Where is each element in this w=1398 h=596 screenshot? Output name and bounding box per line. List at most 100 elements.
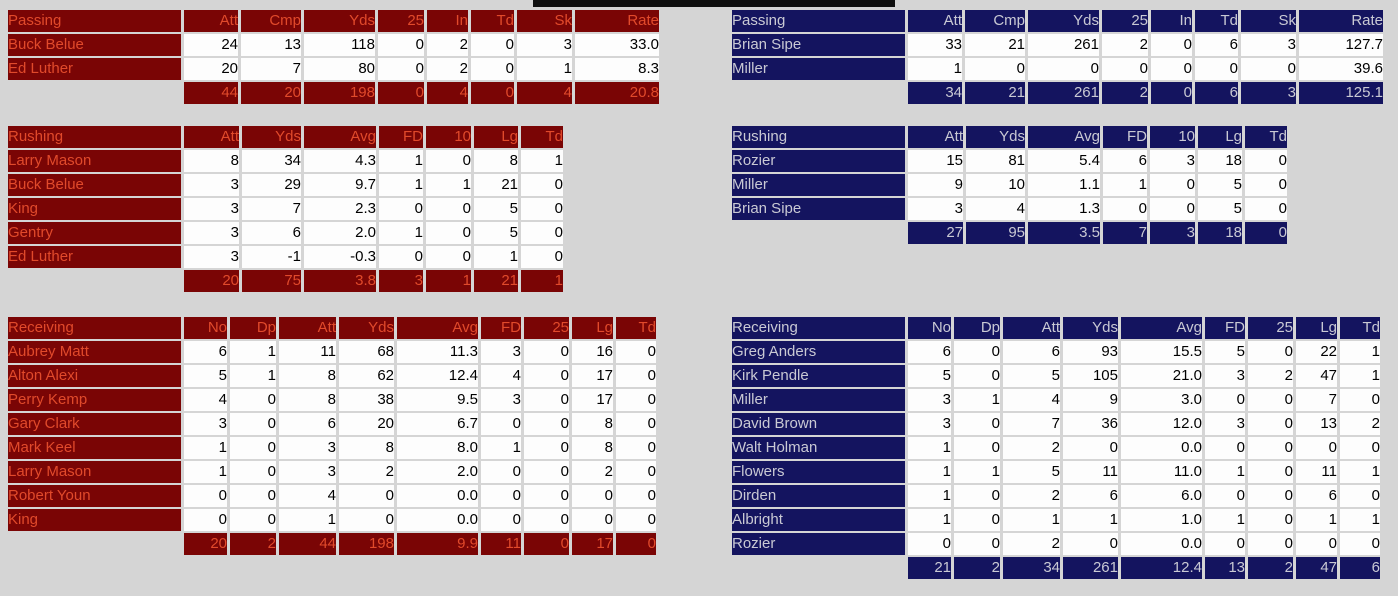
player-row: Ed Luther 3 -1 -0.3 0 0 1 0 xyxy=(8,246,563,268)
stat-value-cell: 0 xyxy=(230,437,276,459)
player-name-cell: Brian Sipe xyxy=(732,198,905,220)
stat-value-cell: 0 xyxy=(954,413,1000,435)
stat-value-cell: -1 xyxy=(242,246,301,268)
stat-value-cell: 16 xyxy=(572,341,613,363)
stat-value-cell: 29 xyxy=(242,174,301,196)
player-row: Aubrey Matt 6 1 11 68 11.3 3 0 16 0 xyxy=(8,341,656,363)
player-row: Flowers 1 1 5 11 11.0 1 0 11 1 xyxy=(732,461,1380,483)
stat-value-cell: 4 xyxy=(481,365,521,387)
stat-value-cell: 24 xyxy=(184,34,238,56)
stat-value-cell: 20 xyxy=(184,58,238,80)
stat-value-cell: 0 xyxy=(524,509,569,531)
column-header-in: In xyxy=(1151,10,1192,32)
player-row: Larry Mason 1 0 3 2 2.0 0 0 2 0 xyxy=(8,461,656,483)
stat-value-cell: 0 xyxy=(1241,58,1296,80)
stat-value-cell: 3 xyxy=(908,198,963,220)
stat-value-cell: 81 xyxy=(966,150,1025,172)
stat-value-cell: 9.5 xyxy=(397,389,478,411)
stat-value-cell: 3 xyxy=(184,246,239,268)
stat-value-cell: 6 xyxy=(1103,150,1147,172)
stat-value-cell: 0 xyxy=(1248,485,1293,507)
stat-value-cell: 0 xyxy=(1340,485,1380,507)
column-header-fd: FD xyxy=(481,317,521,339)
stat-value-cell: 21 xyxy=(965,34,1025,56)
stat-value-cell: 8.0 xyxy=(397,437,478,459)
stat-value-cell: 0 xyxy=(616,485,656,507)
total-value-cell: 3.8 xyxy=(304,270,376,292)
stat-value-cell: 0 xyxy=(378,58,424,80)
stat-value-cell: 0 xyxy=(616,389,656,411)
total-value-cell: 3 xyxy=(1241,82,1296,104)
total-value-cell: 21 xyxy=(474,270,518,292)
stat-value-cell: 1 xyxy=(908,461,951,483)
stat-value-cell: 17 xyxy=(572,389,613,411)
stat-value-cell: 8 xyxy=(184,150,239,172)
stat-value-cell: 0 xyxy=(184,485,227,507)
stat-value-cell: 6 xyxy=(1063,485,1118,507)
stat-value-cell: 0 xyxy=(426,246,471,268)
stat-value-cell: 6 xyxy=(1195,34,1238,56)
stat-value-cell: 3 xyxy=(908,389,951,411)
left-team-passing-table: Passing Att Cmp Yds 25 In Td Sk Rate Buck Belue 24… xyxy=(5,8,662,106)
stat-value-cell: 0.0 xyxy=(397,509,478,531)
totals-row: 44 20 198 0 4 0 4 20.8 xyxy=(8,82,659,104)
total-value-cell: 21 xyxy=(908,557,951,579)
player-name-cell: Rozier xyxy=(732,150,905,172)
stat-value-cell: 3 xyxy=(1241,34,1296,56)
player-row: Perry Kemp 4 0 8 38 9.5 3 0 17 0 xyxy=(8,389,656,411)
player-row: David Brown 3 0 7 36 12.0 3 0 13 2 xyxy=(732,413,1380,435)
player-name-cell: King xyxy=(8,509,181,531)
player-name-cell: David Brown xyxy=(732,413,905,435)
total-value-cell: 0 xyxy=(616,533,656,555)
column-header-25: 25 xyxy=(1248,317,1293,339)
stat-value-cell: 0 xyxy=(616,413,656,435)
player-name-cell: Buck Belue xyxy=(8,34,181,56)
total-value-cell: 2 xyxy=(1248,557,1293,579)
stat-value-cell: 20 xyxy=(339,413,394,435)
stat-value-cell: 1 xyxy=(230,341,276,363)
player-name-cell: Walt Holman xyxy=(732,437,905,459)
column-header-fd: FD xyxy=(1103,126,1147,148)
player-row: Rozier 0 0 2 0 0.0 0 0 0 0 xyxy=(732,533,1380,555)
stat-value-cell: 5 xyxy=(474,198,518,220)
stat-value-cell: 0 xyxy=(1248,341,1293,363)
player-row: Miller 9 10 1.1 1 0 5 0 xyxy=(732,174,1287,196)
stats-header-row: Receiving No Dp Att Yds Avg FD 25 Lg Td xyxy=(732,317,1380,339)
stat-value-cell: 2 xyxy=(427,58,468,80)
stat-value-cell: 0 xyxy=(1205,533,1245,555)
column-header-td: Td xyxy=(1245,126,1287,148)
stat-value-cell: 0 xyxy=(1195,58,1238,80)
player-row: Miller 1 0 0 0 0 0 0 39.6 xyxy=(732,58,1383,80)
total-value-cell: 2 xyxy=(954,557,1000,579)
stat-value-cell: 0 xyxy=(1151,58,1192,80)
total-value-cell: 9.9 xyxy=(397,533,478,555)
totals-row: 20 2 44 198 9.9 11 0 17 0 xyxy=(8,533,656,555)
player-name-cell: Aubrey Matt xyxy=(8,341,181,363)
stat-value-cell: 6 xyxy=(908,341,951,363)
stat-value-cell: 9 xyxy=(1063,389,1118,411)
stat-value-cell: -0.3 xyxy=(304,246,376,268)
stat-value-cell: 2.3 xyxy=(304,198,376,220)
stat-value-cell: 0 xyxy=(524,389,569,411)
stat-value-cell: 0 xyxy=(184,509,227,531)
stat-value-cell: 5 xyxy=(1003,461,1060,483)
column-header-yds: Yds xyxy=(242,126,301,148)
stat-value-cell: 3.0 xyxy=(1121,389,1202,411)
stat-value-cell: 105 xyxy=(1063,365,1118,387)
player-row: Buck Belue 24 13 118 0 2 0 3 33.0 xyxy=(8,34,659,56)
stat-value-cell: 1 xyxy=(184,437,227,459)
right-team-rushing-table: Rushing Att Yds Avg FD 10 Lg Td Rozier 15 81 5.4 6 3 1… xyxy=(729,124,1290,246)
stat-value-cell: 0 xyxy=(524,413,569,435)
stat-value-cell: 6.0 xyxy=(1121,485,1202,507)
stat-value-cell: 5 xyxy=(474,222,518,244)
column-header-25: 25 xyxy=(378,10,424,32)
player-name-cell: Miller xyxy=(732,58,905,80)
stat-value-cell: 0 xyxy=(524,365,569,387)
stat-value-cell: 0 xyxy=(1248,509,1293,531)
total-value-cell: 75 xyxy=(242,270,301,292)
total-value-cell: 2 xyxy=(230,533,276,555)
total-value-cell: 17 xyxy=(572,533,613,555)
stat-value-cell: 2 xyxy=(1102,34,1148,56)
stat-value-cell: 0 xyxy=(481,485,521,507)
column-header-att: Att xyxy=(1003,317,1060,339)
